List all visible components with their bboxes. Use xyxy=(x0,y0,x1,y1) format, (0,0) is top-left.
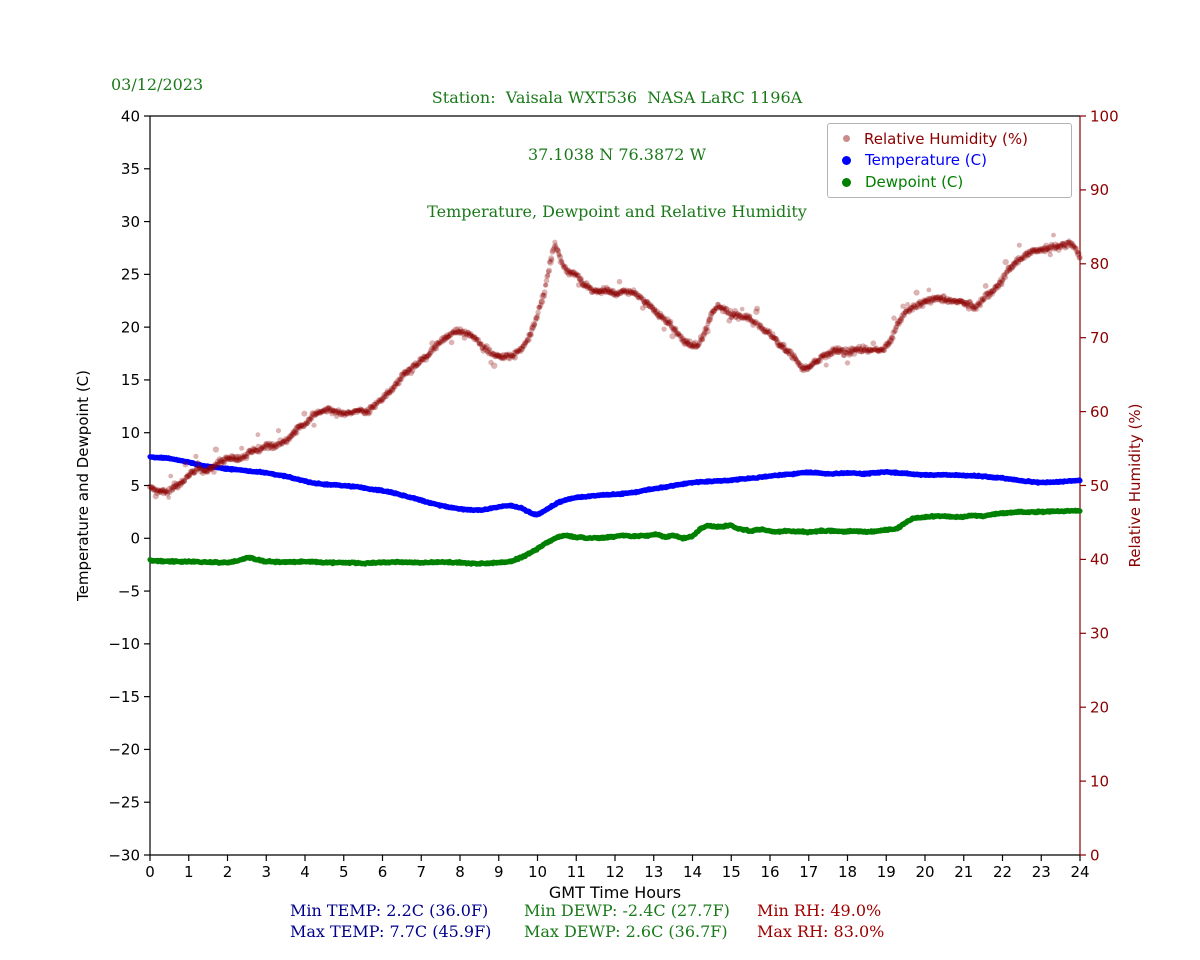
title-station-line: Station: Vaisala WXT536 NASA LaRC 1196A xyxy=(431,88,803,107)
stat-max-rh: Max RH: 83.0% xyxy=(757,922,885,941)
y-left-tick-label: −5 xyxy=(118,582,140,600)
x-tick-label: 12 xyxy=(605,863,624,881)
y-right-tick-label: 10 xyxy=(1090,772,1109,790)
y-left-ticks: −30 −25 −20 −15 −10 −5 0 5 10 15 20 25 30 35 40 xyxy=(108,107,150,864)
x-tick-label: 1 xyxy=(184,863,194,881)
x-axis-label: GMT Time Hours xyxy=(548,883,682,902)
x-tick-label: 4 xyxy=(300,863,310,881)
y-right-tick-label: 100 xyxy=(1090,107,1119,125)
y-right-ticks: 0 10 20 30 40 50 60 70 80 90 100 xyxy=(1080,107,1119,864)
y-left-tick-label: −30 xyxy=(108,846,140,864)
y-right-tick-label: 80 xyxy=(1090,255,1109,273)
y-left-tick-label: 5 xyxy=(130,477,140,495)
humidity-dot-icon xyxy=(843,135,850,143)
y-left-tick-label: 40 xyxy=(121,107,140,125)
y-right-tick-label: 50 xyxy=(1090,477,1109,495)
x-tick-label: 17 xyxy=(799,863,818,881)
legend-label: Relative Humidity (%) xyxy=(864,129,1028,148)
x-tick-label: 9 xyxy=(494,863,504,881)
y-left-tick-label: 25 xyxy=(121,266,140,284)
y-right-axis-label: Relative Humidity (%) xyxy=(1126,404,1144,568)
x-tick-label: 22 xyxy=(993,863,1012,881)
date-label: 03/12/2023 xyxy=(111,75,204,94)
x-tick-label: 21 xyxy=(954,863,973,881)
y-right-tick-label: 0 xyxy=(1090,846,1100,864)
series-relative-humidity xyxy=(146,232,1083,500)
stat-min-dewp: Min DEWP: -2.4C (27.7F) xyxy=(524,901,730,920)
legend: Relative Humidity (%) Temperature (C) De… xyxy=(827,123,1072,198)
x-tick-label: 7 xyxy=(416,863,426,881)
legend-item-relative-humidity: Relative Humidity (%) xyxy=(842,130,1071,148)
x-tick-label: 5 xyxy=(339,863,349,881)
y-right-tick-label: 30 xyxy=(1090,625,1109,643)
x-tick-label: 3 xyxy=(261,863,271,881)
dewpoint-dot-icon xyxy=(842,177,851,187)
chart-title-block: Station: Vaisala WXT536 NASA LaRC 1196A … xyxy=(150,50,1084,259)
x-tick-label: 16 xyxy=(760,863,779,881)
y-right-tick-label: 20 xyxy=(1090,698,1109,716)
x-tick-label: 0 xyxy=(145,863,155,881)
y-left-tick-label: 10 xyxy=(121,424,140,442)
x-tick-label: 19 xyxy=(877,863,896,881)
y-right-tick-label: 70 xyxy=(1090,329,1109,347)
y-left-tick-label: 0 xyxy=(130,530,140,548)
series-dewpoint xyxy=(147,507,1083,567)
x-tick-label: 18 xyxy=(838,863,857,881)
legend-item-dewpoint: Dewpoint (C) xyxy=(842,173,1071,191)
y-left-tick-label: 30 xyxy=(121,213,140,231)
x-tick-label: 8 xyxy=(455,863,465,881)
y-left-tick-label: −25 xyxy=(108,793,140,811)
y-left-tick-label: 15 xyxy=(121,371,140,389)
x-tick-label: 20 xyxy=(915,863,934,881)
x-tick-label: 6 xyxy=(378,863,388,881)
y-left-axis-label: Temperature and Dewpoint (C) xyxy=(74,370,92,602)
title-subject-line: Temperature, Dewpoint and Relative Humid… xyxy=(427,202,807,221)
stat-max-temp: Max TEMP: 7.7C (45.9F) xyxy=(290,922,492,941)
title-coordinates-line: 37.1038 N 76.3872 W xyxy=(527,145,707,164)
x-tick-label: 13 xyxy=(644,863,663,881)
x-tick-label: 15 xyxy=(722,863,741,881)
stat-min-temp: Min TEMP: 2.2C (36.0F) xyxy=(290,901,489,920)
x-tick-label: 10 xyxy=(528,863,547,881)
y-left-tick-label: 35 xyxy=(121,160,140,178)
legend-label: Temperature (C) xyxy=(865,151,987,170)
stat-max-dewp: Max DEWP: 2.6C (36.7F) xyxy=(524,922,728,941)
y-right-tick-label: 40 xyxy=(1090,551,1109,569)
x-tick-label: 23 xyxy=(1032,863,1051,881)
temperature-dot-icon xyxy=(842,155,851,165)
legend-item-temperature: Temperature (C) xyxy=(842,151,1071,169)
y-right-tick-label: 90 xyxy=(1090,181,1109,199)
y-right-tick-label: 60 xyxy=(1090,403,1109,421)
stat-min-rh: Min RH: 49.0% xyxy=(757,901,882,920)
y-left-tick-label: −20 xyxy=(108,741,140,759)
x-tick-label: 24 xyxy=(1070,863,1089,881)
y-left-tick-label: −15 xyxy=(108,688,140,706)
y-left-tick-label: −10 xyxy=(108,635,140,653)
x-axis-ticks: 0 1 2 3 4 5 6 7 8 9 10 11 12 13 14 15 16 17 18 19 20 21 22 23 24 xyxy=(145,855,1090,881)
legend-label: Dewpoint (C) xyxy=(865,173,964,192)
x-tick-label: 14 xyxy=(683,863,702,881)
series-temperature xyxy=(147,454,1083,518)
y-left-tick-label: 20 xyxy=(121,318,140,336)
x-tick-label: 11 xyxy=(567,863,586,881)
x-tick-label: 2 xyxy=(223,863,233,881)
